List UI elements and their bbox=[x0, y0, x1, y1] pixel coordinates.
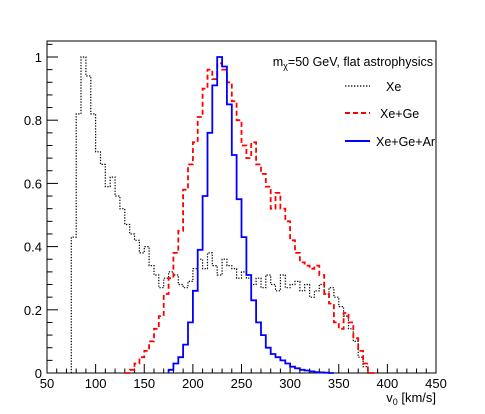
legend-label-xe: Xe bbox=[386, 80, 401, 94]
y-tick-label: 1 bbox=[35, 50, 42, 65]
x-tick-label: 400 bbox=[377, 376, 399, 391]
annotation-rest: =50 GeV, flat astrophysics bbox=[288, 55, 433, 69]
legend: Xe Xe+Ge Xe+Ge+Ar bbox=[345, 80, 435, 149]
x-tick-label: 150 bbox=[133, 376, 155, 391]
legend-label-xe-ge-ar: Xe+Ge+Ar bbox=[376, 135, 435, 149]
series-layer bbox=[70, 56, 378, 374]
x-tick-label: 350 bbox=[328, 376, 350, 391]
annotation-main: m bbox=[273, 55, 283, 69]
legend-label-xe-ge: Xe+Ge bbox=[380, 107, 419, 121]
annotation: mχ=50 GeV, flat astrophysics bbox=[273, 55, 433, 71]
y-tick-label: 0.6 bbox=[24, 176, 42, 191]
x-tick-label: 200 bbox=[182, 376, 204, 391]
x-axis-title-rest: [km/s] bbox=[398, 390, 436, 405]
annotation-sub: χ bbox=[283, 61, 288, 71]
axis-ticks: 50 100 150 200 250 300 350 400 450 0 0.2 0.4 0.6 0.8 1 bbox=[24, 43, 447, 391]
x-tick-label: 300 bbox=[279, 376, 301, 391]
y-tick-label: 0 bbox=[35, 366, 42, 381]
x-tick-label: 100 bbox=[85, 376, 107, 391]
x-axis-title: v0 [km/s] bbox=[386, 390, 436, 407]
x-tick-label: 50 bbox=[40, 376, 54, 391]
series-line-xe-ge-ar bbox=[167, 56, 334, 374]
series-line-xe bbox=[70, 56, 373, 374]
series-line-xe-ge bbox=[124, 62, 378, 374]
x-tick-label: 250 bbox=[231, 376, 253, 391]
x-axis-title-sub: 0 bbox=[393, 397, 398, 407]
x-axis-title-main: v bbox=[386, 390, 393, 405]
x-tick-label: 450 bbox=[425, 376, 447, 391]
y-tick-label: 0.8 bbox=[24, 113, 42, 128]
y-tick-label: 0.4 bbox=[24, 240, 42, 255]
y-tick-label: 0.2 bbox=[24, 303, 42, 318]
